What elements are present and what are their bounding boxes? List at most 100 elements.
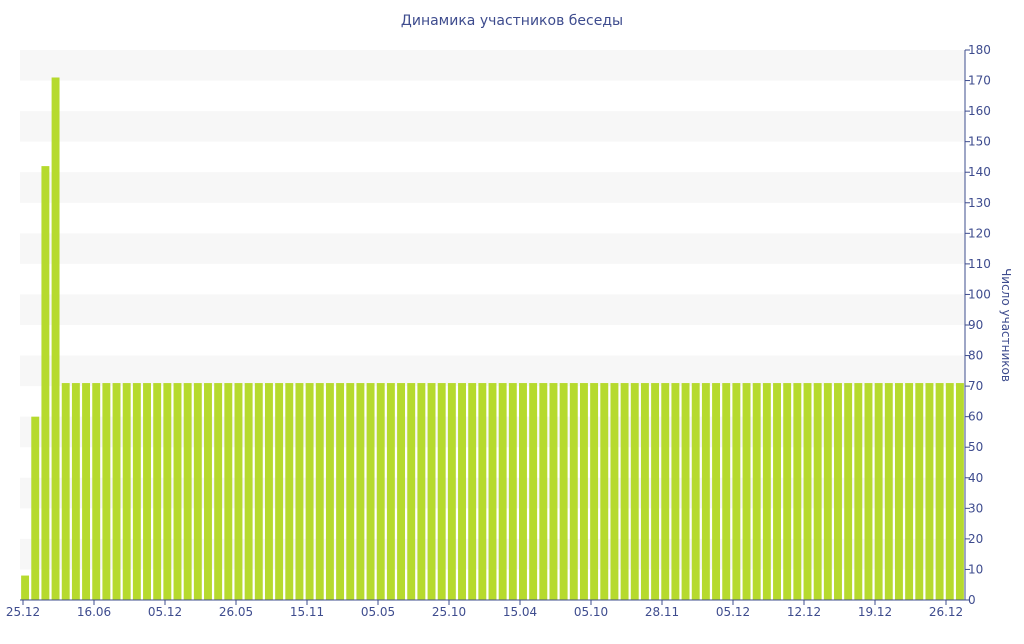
bar: [874, 383, 883, 600]
x-tick-label: 05.05: [361, 605, 395, 619]
bar: [630, 383, 639, 600]
bar: [864, 383, 873, 600]
bar: [925, 383, 934, 600]
y-tick-label: 90: [968, 318, 983, 332]
bar: [325, 383, 334, 600]
grid-band: [20, 111, 965, 142]
x-tick-label: 15.11: [290, 605, 324, 619]
bar: [61, 383, 70, 600]
bar: [346, 383, 355, 600]
bar: [122, 383, 131, 600]
y-tick-label: 120: [968, 226, 991, 240]
bar: [417, 383, 426, 600]
grid-band: [20, 355, 965, 387]
bar: [600, 383, 609, 600]
bar: [945, 383, 954, 600]
y-tick-label: 140: [968, 165, 991, 179]
bar: [315, 383, 324, 600]
y-tick-label: 30: [968, 501, 983, 515]
bar: [193, 383, 202, 600]
bar: [254, 383, 263, 600]
bar: [955, 383, 964, 600]
bar: [539, 383, 548, 600]
bar: [519, 383, 527, 600]
chart-title: Динамика участников беседы: [400, 13, 624, 29]
bar: [793, 383, 802, 600]
bar: [71, 383, 80, 600]
bar: [305, 383, 314, 600]
bar: [752, 383, 761, 600]
bar: [244, 383, 253, 600]
y-tick-label: 50: [968, 440, 983, 454]
x-tick-label: 05.10: [574, 605, 608, 619]
bar: [447, 383, 456, 600]
bar: [51, 77, 60, 600]
bar: [579, 383, 588, 600]
bar: [397, 383, 406, 600]
bar: [813, 383, 822, 600]
bar: [508, 383, 517, 600]
y-tick-label: 130: [968, 196, 991, 210]
bar: [31, 416, 40, 600]
y-tick-label: 20: [968, 532, 983, 546]
bar: [773, 383, 781, 600]
bar: [915, 383, 924, 600]
x-tick-label: 16.06: [77, 605, 111, 619]
bar: [590, 383, 599, 600]
x-tick-label: 26.12: [929, 605, 963, 619]
bar: [935, 383, 944, 600]
bar: [722, 383, 731, 600]
bar: [112, 383, 121, 600]
bar: [762, 383, 771, 600]
bar: [224, 383, 233, 600]
bar: [295, 383, 304, 600]
y-tick-label: 0: [968, 593, 976, 607]
bar: [41, 166, 50, 600]
bar: [214, 383, 223, 600]
bar: [823, 383, 832, 600]
x-tick-label: 19.12: [858, 605, 892, 619]
bar: [783, 383, 792, 600]
bar: [82, 383, 91, 600]
bar: [651, 383, 660, 600]
grid-band: [20, 233, 965, 264]
bar: [834, 383, 842, 600]
bar: [234, 383, 243, 600]
bar: [610, 383, 619, 600]
bar: [478, 383, 487, 600]
y-tick-label: 150: [968, 135, 991, 149]
bar: [671, 383, 680, 600]
bar: [701, 383, 710, 600]
bar: [143, 383, 151, 600]
bar: [498, 383, 507, 600]
bar: [102, 383, 111, 600]
bar: [132, 383, 141, 600]
bar: [803, 383, 812, 600]
y-tick-label: 10: [968, 562, 983, 576]
y-tick-label: 80: [968, 349, 983, 363]
y-tick-label: 60: [968, 410, 983, 424]
bar: [366, 383, 375, 600]
bar: [264, 383, 273, 600]
bar: [427, 383, 436, 600]
bar: [386, 383, 395, 600]
bar: [204, 383, 212, 600]
x-tick-label: 15.04: [503, 605, 537, 619]
bar: [681, 383, 690, 600]
bar: [884, 383, 893, 600]
bar: [854, 383, 863, 600]
bar: [732, 383, 741, 600]
grid-band: [20, 294, 965, 325]
x-tick-label: 25.10: [432, 605, 466, 619]
grid-band: [20, 50, 965, 81]
bar: [905, 383, 914, 600]
bar: [529, 383, 538, 600]
y-tick-label: 170: [968, 74, 991, 88]
bar: [559, 383, 568, 600]
bar: [549, 383, 558, 600]
y-tick-label: 100: [968, 287, 991, 301]
x-tick-label: 25.12: [6, 605, 40, 619]
bar: [844, 383, 853, 600]
bar: [163, 383, 172, 600]
